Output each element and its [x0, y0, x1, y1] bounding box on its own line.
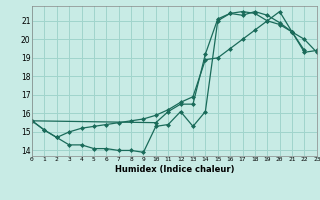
X-axis label: Humidex (Indice chaleur): Humidex (Indice chaleur) [115, 165, 234, 174]
